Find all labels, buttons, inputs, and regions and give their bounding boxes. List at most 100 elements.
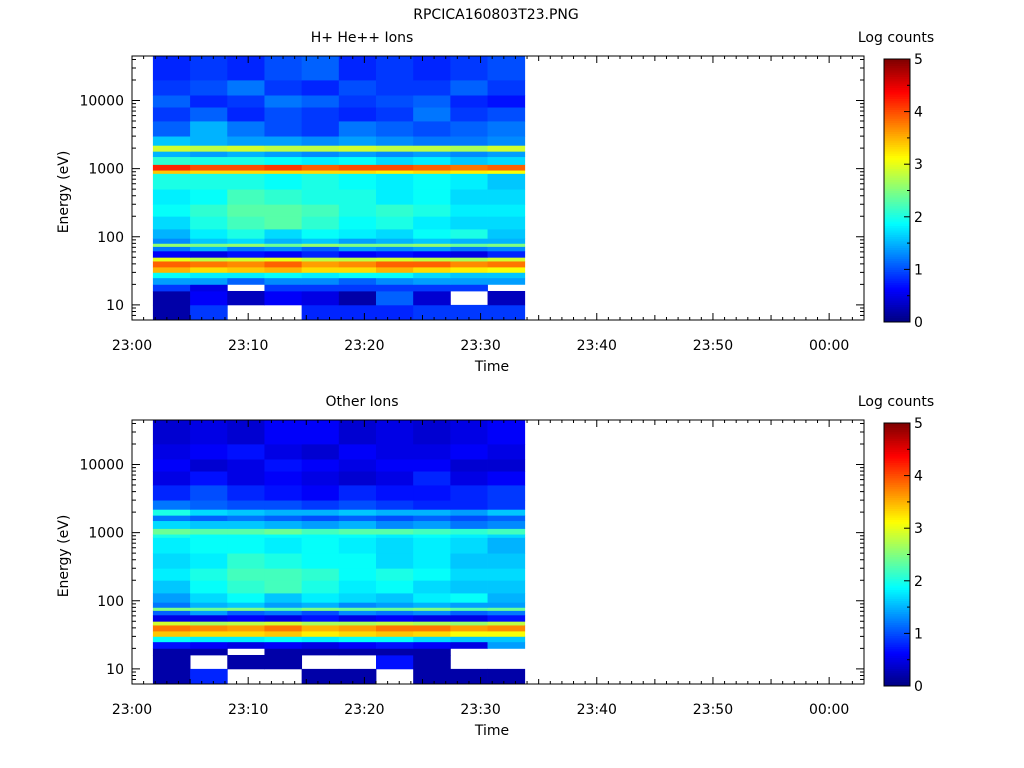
heatmap-cell	[227, 107, 265, 122]
colorbar-segment	[884, 218, 910, 222]
heatmap-cell	[338, 607, 377, 611]
colorbar-segment	[884, 302, 910, 305]
heatmap-cell	[227, 568, 265, 581]
heatmap-cell	[301, 243, 340, 247]
colorbar-segment	[884, 280, 910, 284]
panel-title: H+ He++ Ions	[311, 30, 414, 46]
colorbar-segment	[884, 455, 910, 459]
colorbar-segment	[884, 624, 910, 628]
colorbar-segment	[884, 521, 910, 525]
heatmap-cell	[487, 238, 526, 244]
colorbar-segment	[884, 558, 910, 562]
x-tick-label: 23:50	[693, 702, 733, 718]
heatmap-cell	[413, 257, 451, 262]
heatmap-cell	[450, 471, 488, 486]
heatmap-cell	[152, 277, 191, 285]
heatmap-cell	[376, 156, 414, 165]
heatmap-cell	[152, 266, 191, 273]
colorbar-segment	[884, 600, 910, 604]
heatmap-cell	[301, 602, 340, 608]
heatmap-cell	[487, 257, 526, 262]
colorbar-segment	[884, 267, 910, 270]
colorbar-segment	[884, 286, 910, 290]
heatmap-cell	[450, 602, 488, 608]
heatmap-cell	[487, 485, 526, 501]
heatmap-cell	[227, 261, 265, 268]
colorbar-segment	[884, 644, 910, 648]
colorbar-segment	[884, 561, 910, 564]
heatmap-cell	[413, 277, 451, 285]
heatmap-cell	[152, 614, 191, 622]
heatmap-cell	[301, 95, 340, 108]
heatmap-cell	[301, 520, 340, 529]
heatmap-cell	[301, 272, 340, 279]
heatmap-cell	[264, 164, 303, 171]
heatmap-cell	[487, 443, 526, 460]
heatmap-cell	[190, 246, 228, 252]
colorbar-segment	[884, 227, 910, 231]
heatmap-cell	[227, 641, 265, 649]
colorbar-segment	[884, 166, 910, 170]
colorbar-segment	[884, 111, 910, 115]
heatmap-cell	[301, 121, 340, 137]
heatmap-cell	[227, 553, 265, 569]
heatmap-cell	[190, 216, 228, 230]
colorbar-segment	[884, 554, 910, 558]
heatmap-cell	[190, 614, 228, 622]
heatmap-cell	[190, 625, 228, 632]
heatmap-cell	[376, 621, 414, 626]
heatmap-cell	[190, 243, 228, 247]
heatmap-cell	[450, 593, 488, 603]
colorbar-segment	[884, 162, 910, 165]
heatmap-cell	[301, 515, 340, 522]
heatmap-cell	[301, 668, 340, 685]
heatmap-cell	[450, 170, 488, 174]
heatmap-cell	[338, 145, 377, 152]
x-axis-label: Time	[474, 359, 509, 375]
colorbar-segment	[884, 300, 910, 303]
heatmap-cell	[227, 243, 265, 247]
heatmap-cell	[487, 145, 526, 152]
colorbar-segment	[884, 214, 910, 218]
colorbar-segment	[884, 593, 910, 597]
heatmap-cell	[487, 668, 526, 685]
heatmap-cell	[227, 272, 265, 279]
heatmap-cell	[413, 420, 451, 445]
colorbar-segment	[884, 126, 910, 130]
heatmap-cell	[338, 173, 377, 190]
colorbar-segment	[884, 466, 910, 470]
heatmap-cell	[487, 304, 526, 321]
heatmap-cell	[376, 204, 414, 217]
colorbar-segment	[884, 567, 910, 571]
heatmap-cell	[487, 602, 526, 608]
colorbar-segment	[884, 539, 910, 542]
heatmap-cell	[227, 164, 265, 171]
colorbar-segment	[884, 278, 910, 281]
heatmap-cell	[152, 509, 191, 516]
heatmap-cell	[264, 250, 303, 258]
colorbar-segment	[884, 475, 910, 479]
heatmap-cell	[450, 459, 488, 472]
heatmap-cell	[413, 145, 451, 152]
heatmap-cell	[301, 610, 340, 616]
heatmap-cell	[264, 204, 303, 217]
heatmap-cell	[301, 625, 340, 632]
colorbar-tick-label: 0	[914, 679, 923, 695]
colorbar-segment	[884, 589, 910, 593]
heatmap-cell	[413, 614, 451, 622]
heatmap-cell	[376, 272, 414, 279]
heatmap-cell	[450, 136, 488, 146]
heatmap-cell	[264, 459, 303, 472]
heatmap-cell	[376, 420, 414, 445]
heatmap-cell	[376, 568, 414, 581]
heatmap-cell	[190, 173, 228, 190]
heatmap-cell	[487, 528, 526, 535]
colorbar-segment	[884, 91, 910, 95]
heatmap-cell	[227, 509, 265, 516]
heatmap-cell	[450, 204, 488, 217]
heatmap-cell	[227, 625, 265, 632]
colorbar-segment	[884, 85, 910, 88]
heatmap-cell	[227, 443, 265, 460]
heatmap-cell	[227, 216, 265, 230]
heatmap-cell	[450, 284, 488, 292]
